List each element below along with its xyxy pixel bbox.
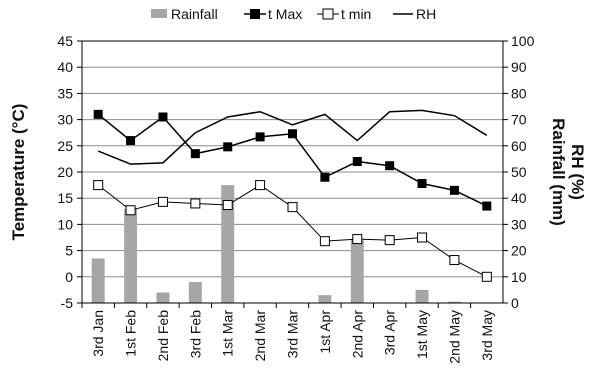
rainfall-bar bbox=[447, 301, 461, 303]
tmin-point bbox=[157, 196, 168, 207]
rainfall-bar bbox=[415, 289, 429, 303]
left-tick-label: 25 bbox=[57, 138, 73, 154]
tmax-point bbox=[385, 161, 395, 171]
x-axis-ticks: 3rd Jan 1st Feb 2nd Feb 3rd Feb 1st Mar 2nd M… bbox=[81, 303, 495, 364]
rainfall-bar bbox=[188, 282, 202, 303]
tmin-line bbox=[97, 184, 488, 278]
left-tick-label: 10 bbox=[57, 216, 73, 232]
right-tick-label: 60 bbox=[511, 138, 527, 154]
x-tick-label: 1st May bbox=[414, 310, 430, 359]
tmax-point bbox=[223, 142, 233, 152]
x-tick-label: 3rd Apr bbox=[382, 310, 398, 355]
rh-line bbox=[97, 109, 488, 165]
right-tick-label: 0 bbox=[511, 295, 519, 311]
left-tick-label: 15 bbox=[57, 190, 73, 206]
x-tick-label: 2nd Apr bbox=[349, 310, 365, 359]
left-tick-label: 0 bbox=[65, 269, 73, 285]
left-tick-label: 35 bbox=[57, 85, 73, 101]
rainfall-bar bbox=[156, 292, 170, 303]
left-tick-label: -5 bbox=[61, 295, 74, 311]
right-tick-label: 30 bbox=[511, 216, 527, 232]
tmin-point bbox=[190, 198, 201, 209]
tmin-point bbox=[352, 234, 363, 245]
legend-rh-label: RH bbox=[416, 6, 436, 22]
x-tick-label: 3rd Mar bbox=[285, 310, 301, 359]
right-tick-label: 10 bbox=[511, 269, 527, 285]
tmax-point bbox=[255, 132, 265, 142]
series-lines bbox=[93, 109, 492, 282]
tmin-point bbox=[449, 255, 460, 266]
rainfall-bar bbox=[318, 295, 332, 303]
legend-tmax-label: t Max bbox=[268, 6, 302, 22]
rainfall-bars bbox=[91, 185, 461, 303]
rainfall-bar bbox=[221, 185, 235, 303]
tmin-point bbox=[319, 236, 330, 247]
grid bbox=[82, 40, 503, 304]
x-tick-label: 3rd Feb bbox=[187, 310, 203, 358]
legend-tmin-label: t min bbox=[341, 6, 371, 22]
x-tick-label: 3rd May bbox=[479, 310, 495, 361]
tmax-point bbox=[288, 129, 297, 139]
tmin-point bbox=[417, 232, 428, 243]
left-tick-label: 30 bbox=[57, 112, 73, 128]
tmin-point bbox=[222, 200, 233, 211]
tmax-point bbox=[126, 136, 136, 146]
x-tick-label: 1st Apr bbox=[317, 310, 333, 354]
left-tick-label: 45 bbox=[57, 33, 73, 49]
tmax-point bbox=[158, 112, 168, 122]
tmin-point bbox=[93, 180, 104, 191]
rainfall-bar bbox=[124, 208, 138, 303]
right-tick-label: 50 bbox=[511, 164, 527, 180]
rainfall-bar bbox=[350, 240, 364, 303]
right-tick-label: 100 bbox=[511, 33, 535, 49]
right-tick-label: 70 bbox=[511, 112, 527, 128]
x-tick-label: 2nd May bbox=[446, 310, 462, 364]
tmin-point bbox=[125, 205, 136, 216]
right-axis-ticks: 0 10 20 30 40 50 60 70 80 90 100 bbox=[503, 33, 535, 311]
right-tick-label: 90 bbox=[511, 59, 527, 75]
legend: Rainfall t Max t min RH bbox=[151, 6, 436, 22]
right-tick-label: 80 bbox=[511, 85, 527, 101]
tmin-point bbox=[287, 202, 298, 213]
right-tick-label: 20 bbox=[511, 243, 527, 259]
y-axis-right-title-rainfall: Rainfall (mm) bbox=[549, 118, 568, 226]
x-tick-label: 2nd Feb bbox=[155, 310, 171, 362]
y-axis-left-title: Temperature (°C) bbox=[9, 104, 28, 241]
legend-tmin-marker bbox=[322, 8, 334, 20]
rainfall-bar bbox=[91, 258, 105, 303]
x-tick-label: 2nd Mar bbox=[252, 310, 268, 362]
tmax-point bbox=[190, 149, 200, 159]
right-tick-label: 40 bbox=[511, 190, 527, 206]
tmax-point bbox=[449, 185, 459, 195]
legend-rainfall-label: Rainfall bbox=[171, 6, 218, 22]
tmax-point bbox=[352, 157, 362, 167]
left-tick-label: 20 bbox=[57, 164, 73, 180]
x-tick-label: 1st Feb bbox=[123, 310, 139, 357]
x-tick-label: 1st Mar bbox=[220, 310, 236, 357]
tmax-line bbox=[97, 113, 488, 207]
tmax-point bbox=[417, 179, 427, 189]
left-axis-ticks: -5 0 5 10 15 20 25 30 35 40 45 bbox=[57, 33, 82, 311]
legend-tmax-marker bbox=[250, 9, 260, 19]
tmax-point bbox=[482, 201, 492, 211]
tmin-point bbox=[384, 235, 395, 246]
tmax-point bbox=[320, 172, 330, 182]
tmax-point bbox=[93, 109, 103, 119]
tmin-point bbox=[255, 180, 266, 191]
x-tick-label: 3rd Jan bbox=[90, 310, 106, 357]
y-axis-right-title-rh: RH (%) bbox=[568, 144, 587, 200]
left-tick-label: 40 bbox=[57, 59, 73, 75]
left-tick-label: 5 bbox=[65, 243, 73, 259]
tmin-point bbox=[481, 271, 492, 282]
legend-rainfall-swatch bbox=[151, 9, 167, 18]
